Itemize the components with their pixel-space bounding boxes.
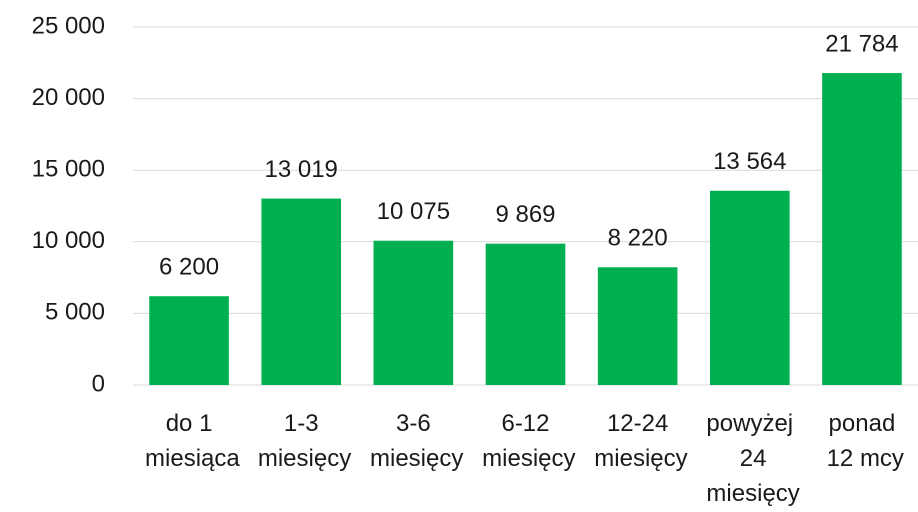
y-tick-label: 20 000 xyxy=(32,84,105,111)
value-label: 21 784 xyxy=(825,30,898,57)
x-tick-label: 6-12 miesięcy xyxy=(475,410,575,472)
bar xyxy=(485,243,566,385)
y-tick-label: 5 000 xyxy=(45,299,105,326)
bar xyxy=(149,296,229,385)
y-tick-label: 0 xyxy=(92,370,105,397)
value-label: 9 869 xyxy=(495,201,555,228)
value-label: 13 019 xyxy=(265,156,338,183)
value-label: 8 220 xyxy=(608,225,668,252)
y-tick-label: 25 000 xyxy=(32,12,105,39)
bar xyxy=(597,267,678,385)
x-tick-label: powyżej 24 miesięcy xyxy=(700,410,800,507)
y-tick-label: 15 000 xyxy=(32,156,105,183)
bar xyxy=(261,198,342,385)
x-tick-label: 12-24 miesięcy xyxy=(588,410,688,472)
bar xyxy=(373,240,454,385)
value-label: 13 564 xyxy=(713,148,786,175)
x-tick-label: 3-6 miesięcy xyxy=(363,410,463,472)
bar xyxy=(709,190,790,385)
value-label: 10 075 xyxy=(377,198,450,225)
x-tick-label: 1-3 miesięcy xyxy=(251,410,351,472)
bar xyxy=(822,73,902,385)
x-tick-label: ponad 12 mcy xyxy=(820,410,904,472)
y-tick-label: 10 000 xyxy=(32,227,105,254)
value-label: 6 200 xyxy=(159,254,219,281)
x-tick-label: do 1 miesiąca xyxy=(138,410,240,472)
